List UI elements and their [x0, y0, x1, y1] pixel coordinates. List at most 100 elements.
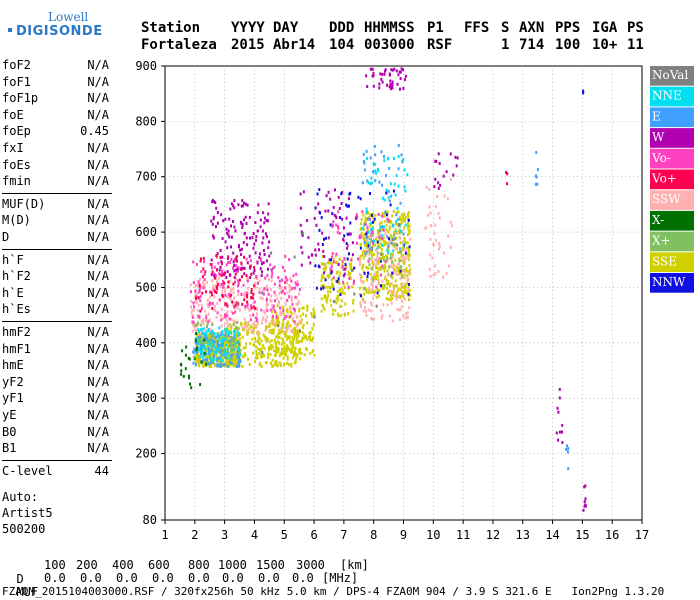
data-point-sse: [235, 350, 238, 354]
data-point-sse: [361, 253, 364, 257]
data-point-vo-: [224, 293, 227, 297]
data-point-w: [378, 86, 381, 90]
data-point-sse: [215, 338, 218, 342]
data-point-x-: [195, 332, 198, 336]
data-point-x+: [390, 274, 393, 278]
data-point-nnw: [346, 257, 349, 261]
data-point-nne: [200, 339, 203, 343]
data-point-sse: [389, 298, 392, 302]
data-point-sse: [261, 355, 263, 359]
data-point-ssw: [224, 287, 227, 291]
data-point-nnw: [393, 189, 395, 193]
data-point-nne: [201, 350, 204, 354]
data-point-vo+: [241, 275, 243, 279]
data-point-sse: [232, 360, 235, 364]
data-point-w: [226, 231, 229, 235]
data-point-ssw: [191, 329, 194, 333]
data-point-w: [263, 216, 266, 220]
param-row: hmE N/A: [2, 358, 117, 374]
data-point-ssw: [384, 232, 387, 236]
data-point-e: [372, 170, 375, 174]
data-point-ssw: [280, 286, 283, 289]
data-point-w: [258, 252, 261, 256]
data-point-sse: [285, 323, 288, 327]
footer-muf-row: MUF: [2, 571, 38, 599]
data-point-e: [390, 241, 393, 245]
data-point-w: [267, 246, 270, 250]
data-point-vo+: [234, 272, 237, 276]
data-point-e: [364, 252, 367, 256]
data-point-vo-: [341, 259, 344, 263]
data-point-sse: [226, 359, 229, 363]
data-point-ssw: [272, 321, 275, 325]
data-point-nne: [383, 198, 386, 202]
data-point-w: [317, 242, 320, 246]
data-point-w: [434, 177, 437, 181]
data-point-ssw: [379, 309, 382, 313]
data-point-sse: [313, 353, 316, 357]
data-point-ssw: [288, 307, 291, 311]
legend-label: NNE: [652, 89, 682, 103]
data-point-x-: [180, 369, 183, 373]
data-point-w: [210, 219, 213, 223]
data-point-w: [338, 207, 341, 210]
data-point-ssw: [403, 274, 406, 278]
data-point-sse: [389, 294, 392, 298]
data-point-nne: [397, 184, 400, 188]
data-point-ssw: [370, 301, 373, 305]
data-point-e: [370, 228, 373, 232]
data-point-e: [567, 447, 570, 450]
data-point-vo-: [342, 280, 345, 284]
data-point-w: [399, 70, 402, 74]
data-point-nne: [373, 162, 376, 166]
data-point-vo-: [346, 244, 349, 248]
data-point-nne: [403, 185, 406, 189]
data-point-vo-: [332, 276, 335, 280]
data-point-ssw: [437, 212, 440, 215]
data-point-sse: [302, 312, 304, 316]
data-point-sse: [376, 273, 379, 276]
data-point-nnw: [330, 258, 332, 262]
data-point-sse: [382, 236, 385, 240]
data-point-nne: [221, 330, 224, 334]
data-point-ssw: [219, 314, 222, 318]
data-point-w: [399, 87, 401, 91]
data-point-ssw: [297, 299, 300, 303]
data-point-vo-: [228, 317, 231, 321]
data-point-nne: [227, 330, 230, 334]
legend-swatch: [650, 66, 694, 86]
data-point-sse: [234, 361, 237, 365]
data-point-vo-: [244, 305, 247, 308]
data-point-nne: [366, 157, 368, 161]
data-point-e: [236, 352, 239, 356]
data-point-sse: [385, 223, 388, 227]
data-point-noval: [313, 315, 316, 319]
data-point-w: [402, 87, 405, 90]
data-point-x+: [400, 275, 403, 279]
data-point-ssw: [424, 227, 427, 230]
data-point-sse: [407, 250, 410, 254]
data-point-ssw: [294, 322, 297, 326]
data-point-sse: [267, 356, 270, 359]
data-point-e: [203, 335, 206, 339]
data-point-vo-: [292, 307, 295, 311]
footer-distance-value: 400: [112, 558, 134, 572]
data-point-vo-: [198, 288, 201, 292]
data-point-vo-: [266, 274, 269, 277]
data-point-vo+: [201, 291, 204, 295]
data-point-sse: [278, 331, 281, 335]
data-point-sse: [409, 268, 412, 272]
data-point-sse: [278, 328, 281, 332]
data-point-sse: [347, 273, 350, 276]
data-point-nnw: [339, 293, 342, 296]
data-point-sse: [262, 344, 265, 348]
param-name: h`F: [2, 252, 24, 267]
data-point-w: [262, 249, 265, 252]
data-point-sse: [387, 297, 390, 301]
data-point-sse: [241, 364, 244, 368]
data-point-sse: [264, 336, 267, 340]
data-point-e: [385, 174, 388, 178]
data-point-vo-: [263, 287, 266, 291]
data-point-sse: [279, 352, 282, 356]
data-point-noval: [392, 238, 394, 241]
